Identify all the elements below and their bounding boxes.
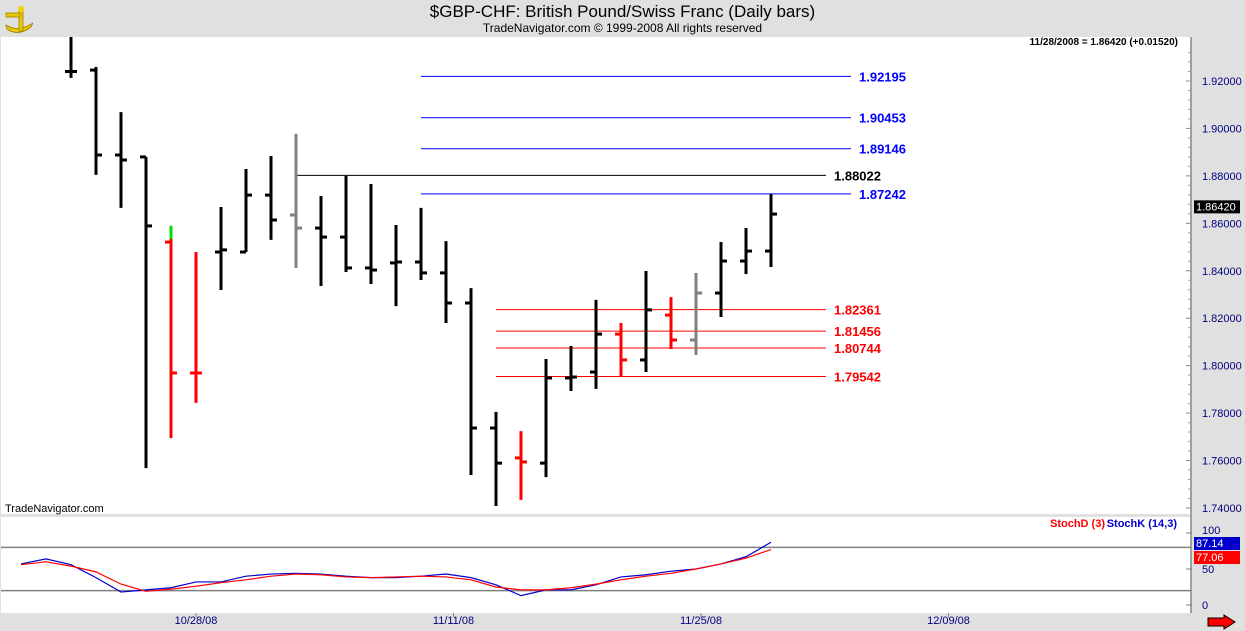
y-tick-label: 1.76000: [1202, 456, 1242, 468]
legend-stochk: StochK (14,3): [1107, 518, 1178, 530]
stoch-plot-area: [1, 517, 1191, 613]
last-price-label: 1.86420: [1196, 201, 1236, 213]
fib-level-label: 1.81456: [834, 324, 881, 339]
stoch-line-d: [20, 548, 772, 592]
stoch-y-tick-label: 0: [1202, 600, 1208, 612]
stoch-last-label: 87.14: [1196, 538, 1224, 550]
y-tick-label: 1.86000: [1202, 218, 1242, 230]
last-price-readout: 11/28/2008 = 1.86420 (+0.01520): [1030, 37, 1178, 48]
y-tick-label: 1.90000: [1202, 123, 1242, 135]
y-tick-label: 1.82000: [1202, 313, 1242, 325]
chart-subtitle: TradeNavigator.com © 1999-2008 All right…: [482, 21, 763, 35]
legend-stochd: StochD (3): [1050, 518, 1105, 530]
fib-level-label: 1.89146: [859, 142, 906, 157]
y-tick-label: 1.74000: [1202, 503, 1242, 515]
stoch-line-k: [20, 541, 772, 597]
y-tick-label: 1.88000: [1202, 171, 1242, 183]
fib-level-label: 1.82361: [834, 303, 881, 318]
price-plot-area: [1, 37, 1191, 514]
chart-title: $GBP-CHF: British Pound/Swiss Franc (Dai…: [429, 2, 816, 21]
y-tick-label: 1.84000: [1202, 266, 1242, 278]
y-tick-label: 1.78000: [1202, 408, 1242, 420]
y-tick-label: 1.92000: [1202, 76, 1242, 88]
fib-level-label: 1.92195: [859, 69, 906, 84]
fib-level-label: 1.79542: [834, 370, 881, 385]
last-price-box: [1194, 200, 1240, 214]
x-tick-label: 11/25/08: [680, 615, 722, 627]
stoch-last-label: 77.06: [1196, 552, 1224, 564]
stoch-y-tick-label: 100: [1202, 525, 1220, 537]
fib-level-label: 1.87242: [859, 187, 906, 202]
x-tick-label: 12/09/08: [927, 615, 970, 627]
scroll-right-arrow-icon[interactable]: [1207, 614, 1237, 630]
x-tick-label: 10/28/08: [175, 615, 218, 627]
stoch-last-box: [1194, 551, 1240, 564]
fib-level-label: 1.88022: [834, 168, 881, 183]
fib-level-label: 1.80744: [834, 341, 882, 356]
y-tick-label: 1.80000: [1202, 361, 1242, 373]
stoch-y-tick-label: 50: [1202, 564, 1214, 576]
x-tick-label: 11/11/08: [433, 615, 474, 627]
watermark: TradeNavigator.com: [5, 503, 104, 515]
stoch-last-box: [1194, 537, 1240, 550]
fib-level-label: 1.90453: [859, 111, 906, 126]
sextant-icon: [3, 3, 35, 38]
